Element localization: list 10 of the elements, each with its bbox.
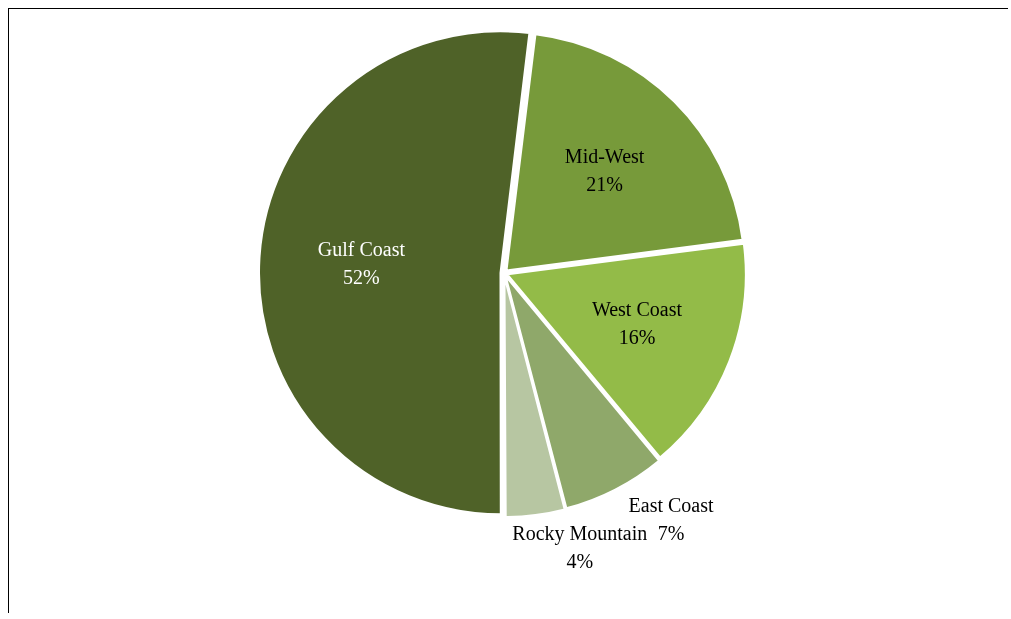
slice-label: Gulf Coast <box>317 237 406 260</box>
data-label: 7% <box>657 521 685 544</box>
slice-label: Rocky Mountain <box>512 521 648 545</box>
slice-label: East Coast <box>628 493 715 516</box>
slice-label: West Coast <box>591 298 683 321</box>
data-label: 52% <box>343 265 380 288</box>
data-label: 16% <box>618 326 656 349</box>
data-label: 4% <box>566 549 594 572</box>
slice-label: Mid-West <box>564 144 645 167</box>
data-label: 21% <box>586 172 623 195</box>
